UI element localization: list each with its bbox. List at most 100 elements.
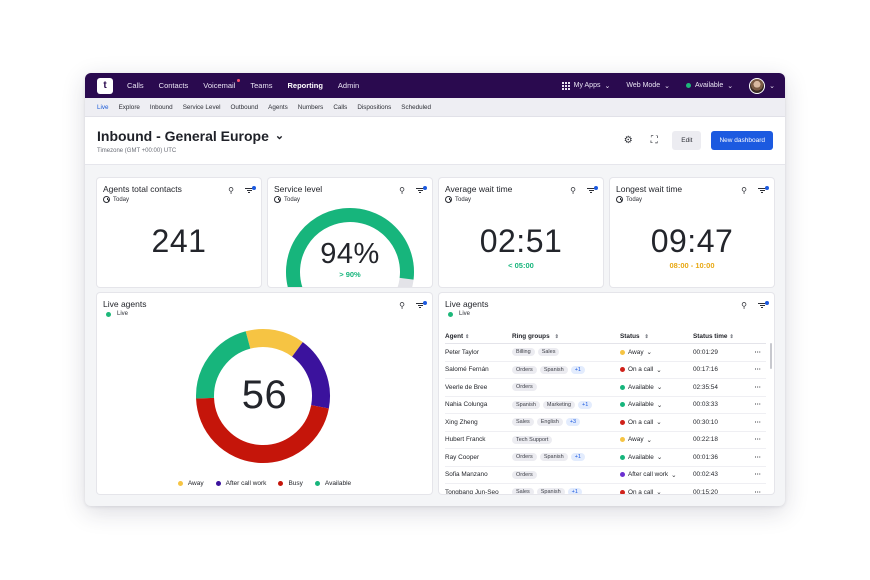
donut-segment-available[interactable] — [196, 331, 251, 399]
more-groups-tag[interactable]: +1 — [570, 453, 585, 462]
subnav-outbound[interactable]: Outbound — [230, 103, 259, 111]
widget-title: Average wait time — [445, 184, 513, 194]
app-logo[interactable]: t — [97, 77, 113, 94]
more-options-icon[interactable]: ··· — [754, 436, 761, 444]
nav-calls[interactable]: Calls — [127, 81, 144, 90]
more-options-icon[interactable]: ··· — [754, 366, 761, 374]
agent-name: Veerle de Bree — [445, 383, 488, 391]
more-groups-tag[interactable]: +1 — [578, 400, 593, 409]
nav-admin[interactable]: Admin — [337, 81, 360, 90]
status-dropdown[interactable]: Away ⌄ — [620, 436, 693, 444]
status-dropdown[interactable]: On a call ⌄ — [620, 488, 693, 494]
clock-icon — [616, 196, 623, 203]
user-menu[interactable]: ⌄ — [749, 77, 775, 94]
status-dot — [620, 349, 625, 355]
ring-group-tag: English — [536, 418, 563, 427]
subnav-scheduled[interactable]: Scheduled — [401, 103, 432, 111]
filter-icon[interactable] — [758, 185, 769, 195]
table-scrollbar[interactable] — [770, 343, 772, 369]
ring-group-tag: Sales — [512, 418, 534, 427]
search-icon[interactable]: ⚲ — [399, 186, 405, 195]
ring-groups-cell: Orders — [512, 383, 620, 392]
more-options-icon[interactable]: ··· — [754, 348, 761, 356]
sort-icon: ⇕ — [465, 334, 470, 340]
table-row[interactable]: Ray Cooper Orders Spanish +1 Available ⌄ 00:01… — [445, 449, 766, 467]
donut-segment-after-call-work[interactable] — [291, 342, 330, 409]
status-dropdown[interactable]: Away ⌄ — [620, 348, 693, 356]
more-options-icon[interactable]: ··· — [754, 401, 761, 409]
table-row[interactable]: Nahia Colunga Spanish Marketing +1 Available… — [445, 397, 766, 414]
edit-button[interactable]: Edit — [672, 131, 702, 150]
widget-longest-wait: Longest wait time Today ⚲ 09:47 08:00 - … — [610, 178, 774, 287]
subnav-numbers[interactable]: Numbers — [297, 103, 324, 111]
column-ring-groups[interactable]: Ring groups ⇕ — [512, 333, 620, 340]
filter-icon[interactable] — [587, 185, 598, 195]
period-label: Today — [455, 196, 472, 203]
fullscreen-icon[interactable]: ⛶ — [650, 135, 658, 146]
table-row[interactable]: Tongbang Jun-Seo Sales Spanish +1 On a call ⌄… — [445, 484, 766, 494]
column-agent[interactable]: Agent ⇕ — [445, 333, 512, 340]
subnav-agents[interactable]: Agents — [268, 103, 288, 111]
more-options-icon[interactable]: ··· — [754, 471, 761, 479]
widget-title: Longest wait time — [616, 184, 683, 194]
search-icon[interactable]: ⚲ — [570, 186, 576, 195]
status-dropdown[interactable]: On a call ⌄ — [620, 366, 693, 374]
availability-menu[interactable]: Available ⌄ — [685, 82, 733, 90]
web-mode-menu[interactable]: Web Mode ⌄ — [626, 82, 670, 90]
status-dropdown[interactable]: Available ⌄ — [620, 453, 693, 461]
table-row[interactable]: Peter Taylor Billing Sales Away ⌄ 00:01:29 ··· — [445, 344, 766, 362]
more-options-icon[interactable]: ··· — [754, 418, 761, 426]
search-icon[interactable]: ⚲ — [228, 186, 234, 195]
table-row[interactable]: Veerle de Bree Orders Available ⌄ 02:35:54 ··… — [445, 379, 766, 397]
column-status-time[interactable]: Status time ⇕ — [693, 333, 747, 340]
widget-title: Live agents — [103, 299, 147, 309]
availability-label: Available — [694, 82, 724, 89]
status-dropdown[interactable]: On a call ⌄ — [620, 418, 693, 426]
my-apps-menu[interactable]: My Apps ⌄ — [561, 81, 610, 90]
settings-gear-icon[interactable]: ⚙ — [623, 135, 633, 146]
table-body: Peter Taylor Billing Sales Away ⌄ 00:01:29 ···… — [445, 344, 766, 494]
donut-segment-busy[interactable] — [196, 397, 329, 463]
search-icon[interactable]: ⚲ — [741, 301, 747, 310]
table-row[interactable]: Sofia Manzano Orders After call work ⌄ 00:02… — [445, 467, 766, 484]
nav-voicemail[interactable]: Voicemail — [203, 79, 241, 90]
ring-groups-cell: Billing Sales — [512, 348, 620, 357]
search-icon[interactable]: ⚲ — [741, 186, 747, 195]
filter-icon[interactable] — [758, 300, 769, 310]
header-actions: ⚙ ⛶ Edit New dashboard — [620, 131, 773, 150]
subnav-dispositions[interactable]: Dispositions — [357, 103, 392, 111]
subnav-calls[interactable]: Calls — [333, 103, 348, 111]
dashboard-selector[interactable]: Inbound - General Europe ⌄ — [97, 128, 284, 144]
title-block: Inbound - General Europe ⌄ Timezone (GMT… — [97, 128, 284, 154]
more-groups-tag[interactable]: +1 — [570, 365, 585, 374]
donut-segment-away[interactable] — [245, 329, 303, 357]
legend-item-available: Available — [314, 480, 351, 487]
nav-contacts[interactable]: Contacts — [158, 81, 189, 90]
more-options-icon[interactable]: ··· — [754, 453, 761, 461]
nav-teams[interactable]: Teams — [250, 81, 273, 90]
subnav-explore[interactable]: Explore — [118, 103, 140, 111]
new-dashboard-button[interactable]: New dashboard — [711, 131, 773, 150]
status-dropdown[interactable]: After call work ⌄ — [620, 471, 693, 479]
table-row[interactable]: Hubert Franck Tech Support Away ⌄ 00:22:18 ··… — [445, 432, 766, 449]
table-row[interactable]: Salomé Fernán Orders Spanish +1 On a call ⌄ 00… — [445, 362, 766, 379]
subnav-service-level[interactable]: Service Level — [182, 103, 221, 111]
subnav-inbound[interactable]: Inbound — [149, 103, 173, 111]
nav-reporting[interactable]: Reporting — [287, 81, 323, 90]
subnav-live[interactable]: Live — [97, 103, 109, 111]
more-options-icon[interactable]: ··· — [754, 383, 761, 391]
status-dropdown[interactable]: Available ⌄ — [620, 383, 693, 391]
more-groups-tag[interactable]: +1 — [567, 488, 582, 494]
more-options-icon[interactable]: ··· — [754, 488, 761, 494]
filter-icon[interactable] — [416, 300, 427, 310]
available-status-dot — [685, 83, 691, 88]
status-label: Available — [628, 453, 654, 461]
status-time: 00:03:33 — [693, 401, 718, 409]
search-icon[interactable]: ⚲ — [399, 301, 405, 310]
filter-icon[interactable] — [245, 185, 256, 195]
filter-icon[interactable] — [416, 185, 427, 195]
status-dropdown[interactable]: Available ⌄ — [620, 401, 693, 409]
table-row[interactable]: Xing Zheng Sales English +3 On a call ⌄ 00:30:… — [445, 414, 766, 432]
more-groups-tag[interactable]: +3 — [565, 418, 581, 427]
column-status[interactable]: Status ⇕ — [620, 333, 693, 340]
